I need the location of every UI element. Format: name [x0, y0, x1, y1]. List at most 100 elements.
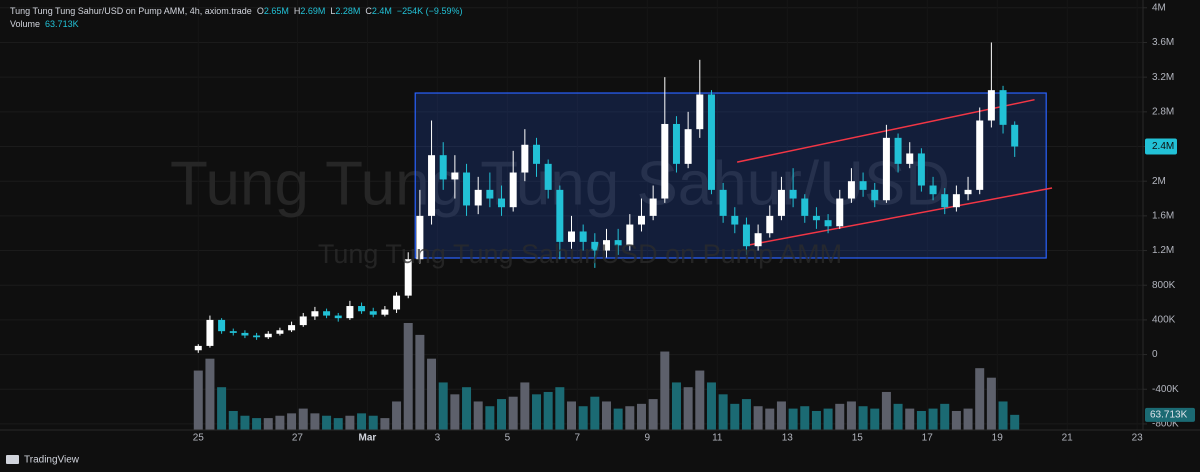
- candle-body: [707, 94, 715, 190]
- volume-bar: [298, 408, 308, 430]
- candle-body: [241, 332, 249, 336]
- candle-body: [334, 315, 342, 319]
- volume-bar: [765, 408, 775, 430]
- volume-bar: [788, 408, 798, 430]
- trend-line: [748, 187, 1053, 246]
- candle-body: [847, 181, 855, 199]
- y-tick-label: 4M: [1152, 2, 1166, 13]
- y-tick-label: 2M: [1152, 176, 1166, 187]
- x-tick-label: 11: [712, 433, 723, 444]
- y-tick-label: -800K: [1152, 419, 1179, 430]
- legend-row: Volume 63.713K: [10, 18, 467, 31]
- price-tag: [1145, 138, 1177, 155]
- candle-body: [812, 215, 820, 221]
- volume-bar: [345, 415, 355, 430]
- candle-body: [323, 311, 331, 316]
- y-tick-label: 1.6M: [1152, 211, 1174, 222]
- volume-bar: [671, 382, 681, 430]
- candle-body: [766, 215, 774, 234]
- volume-tag: [1145, 407, 1195, 422]
- candle-body: [544, 163, 552, 190]
- candle-body: [404, 259, 412, 296]
- candle-body: [253, 335, 261, 338]
- volume-bar: [636, 403, 646, 430]
- x-tick-label: 5: [505, 433, 511, 444]
- volume-bar: [648, 399, 658, 430]
- volume-bar: [263, 418, 273, 430]
- price-tag-label: 2.4M: [1152, 141, 1174, 152]
- volume-bar: [683, 387, 693, 430]
- candle-body: [533, 144, 541, 164]
- volume-bar: [252, 418, 262, 430]
- volume-bar: [275, 415, 285, 430]
- candle-body: [661, 123, 669, 199]
- volume-bar: [590, 396, 600, 430]
- candle-body: [777, 189, 785, 216]
- candle-body: [824, 220, 832, 227]
- candle-body: [381, 309, 389, 315]
- x-tick-label: 7: [575, 433, 581, 444]
- candle-body: [498, 198, 506, 208]
- candle-body: [719, 189, 727, 216]
- y-tick-label: 0: [1152, 349, 1158, 360]
- volume-bar: [893, 403, 903, 430]
- candle-body: [906, 153, 914, 164]
- tradingview-logo[interactable]: [6, 455, 19, 464]
- volume-bar: [718, 394, 728, 430]
- candle-body: [684, 129, 692, 164]
- volume-bar: [975, 368, 985, 430]
- candle-body: [672, 123, 680, 164]
- volume-bar: [193, 370, 203, 430]
- candle-body: [929, 185, 937, 195]
- volume-bar: [730, 403, 740, 430]
- candle-body: [416, 215, 424, 260]
- candle-body: [952, 194, 960, 208]
- candle-body: [836, 198, 844, 227]
- volume-bar: [986, 377, 996, 430]
- brand[interactable]: TradingView: [24, 455, 80, 466]
- volume-bar: [485, 406, 495, 430]
- y-tick-label: 1.2M: [1152, 245, 1174, 256]
- candle-body: [556, 189, 564, 242]
- volume-bar: [800, 406, 810, 430]
- candle-body: [591, 241, 599, 251]
- candle-body: [358, 306, 366, 312]
- trend-line: [736, 98, 1035, 163]
- candle-body: [754, 233, 762, 247]
- volume-bar: [310, 413, 320, 430]
- candle-body: [871, 189, 879, 201]
- volume-bar: [963, 408, 973, 430]
- candle-body: [882, 137, 890, 201]
- volume-pane: [193, 323, 1020, 430]
- volume-bar: [380, 418, 390, 430]
- volume-bar: [706, 382, 716, 430]
- candle-body: [976, 120, 984, 190]
- volume-bar: [450, 394, 460, 430]
- candle-body: [614, 240, 622, 246]
- volume-bar: [392, 401, 402, 430]
- volume-bar: [520, 382, 530, 430]
- volume-bar: [916, 410, 926, 430]
- candle-body: [696, 94, 704, 130]
- candle-body: [229, 331, 237, 333]
- candle-body: [731, 215, 739, 225]
- volume-bar: [578, 406, 588, 430]
- candle-body: [649, 198, 657, 216]
- drawings: [414, 92, 1053, 259]
- candle-body: [509, 172, 517, 208]
- volume-bar: [905, 408, 915, 430]
- ohlc-value: 2.65M: [263, 6, 289, 16]
- volume-bar: [881, 391, 891, 430]
- volume-bar: [322, 415, 332, 430]
- volume-bar: [462, 387, 472, 430]
- volume-bar: [951, 410, 961, 430]
- candle-body: [276, 330, 284, 334]
- volume-name: Volume: [10, 19, 41, 29]
- volume-bar: [217, 387, 227, 430]
- grid: [0, 7, 1143, 425]
- x-tick-label: 27: [292, 433, 304, 444]
- volume-bar: [240, 415, 250, 430]
- candle-body: [964, 189, 972, 195]
